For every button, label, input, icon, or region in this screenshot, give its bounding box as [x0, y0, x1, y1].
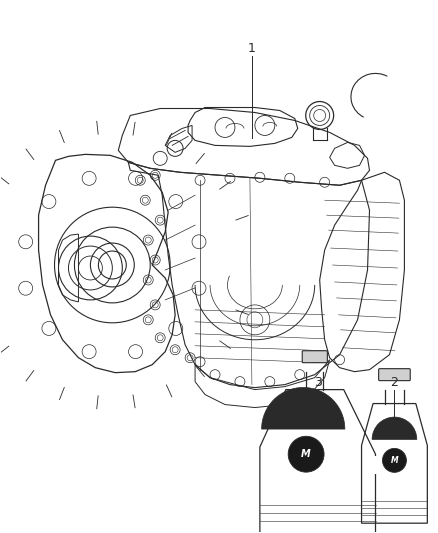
- FancyBboxPatch shape: [302, 351, 327, 362]
- Text: 2: 2: [391, 376, 399, 389]
- FancyBboxPatch shape: [268, 450, 358, 476]
- Circle shape: [288, 436, 324, 472]
- Text: 3: 3: [314, 376, 321, 389]
- FancyBboxPatch shape: [365, 456, 424, 474]
- Circle shape: [382, 448, 406, 472]
- Text: M: M: [391, 456, 398, 465]
- Wedge shape: [372, 417, 417, 439]
- Wedge shape: [261, 387, 345, 429]
- FancyBboxPatch shape: [378, 369, 410, 381]
- Text: M: M: [301, 449, 311, 459]
- Text: 1: 1: [248, 42, 256, 55]
